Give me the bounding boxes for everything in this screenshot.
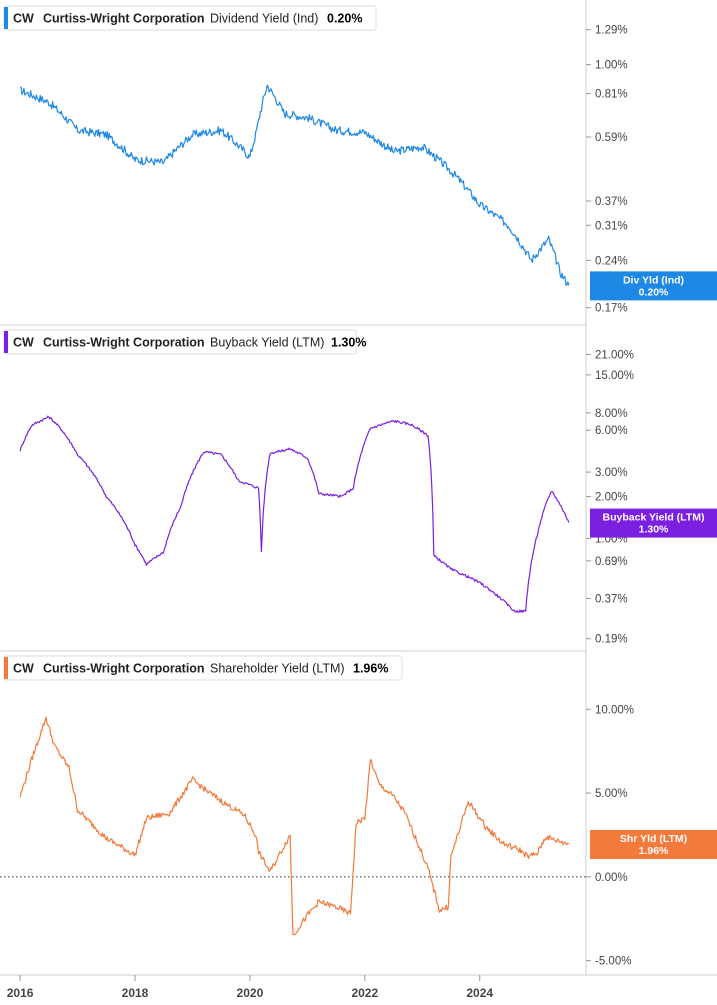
value-tag-value: 1.30% — [639, 524, 669, 536]
value-tag-bg — [590, 271, 717, 301]
y-tick-label: 0.31% — [595, 220, 628, 232]
legend-value: 0.20% — [327, 12, 362, 26]
y-tick-label: 21.00% — [595, 350, 634, 362]
y-tick-label: 8.00% — [595, 408, 628, 420]
legend-value: 1.30% — [331, 336, 366, 350]
legend-company: Curtiss-Wright Corporation — [43, 336, 205, 350]
y-tick-label: 1.29% — [595, 25, 628, 37]
y-tick-label: 0.00% — [595, 872, 628, 884]
y-tick-label: 0.69% — [595, 556, 628, 568]
y-tick-label: 0.37% — [595, 593, 628, 605]
series-line — [19, 84, 570, 286]
legend-metric: Buyback Yield (LTM) — [210, 336, 324, 350]
legend-ticker: CW — [13, 662, 34, 676]
legend-value: 1.96% — [353, 662, 388, 676]
y-tick-label: 0.59% — [595, 132, 628, 144]
value-tag-bg — [590, 508, 717, 538]
y-tick-label: 0.19% — [595, 634, 628, 646]
panel-1: 1.29% 1.00% 0.81% 0.59% 0.37% 0.31% 0.24% 0.17%… — [3, 5, 717, 315]
x-tick-label: 2016 — [7, 986, 34, 1000]
series-line — [19, 716, 570, 936]
legend-metric: Dividend Yield (Ind) — [210, 12, 318, 26]
value-tag: Div Yld (Ind)0.20% — [590, 271, 717, 301]
x-tick-label: 2024 — [466, 986, 493, 1000]
value-tag-label: Shr Yld (LTM) — [620, 833, 687, 845]
legend-ticker: CW — [13, 12, 34, 26]
y-tick-label: 0.24% — [595, 255, 628, 267]
y-tick-label: -5.00% — [595, 956, 631, 968]
y-tick-label: 0.17% — [595, 303, 628, 315]
value-tag: Shr Yld (LTM)1.96% — [590, 829, 717, 859]
legend-box: CW Curtiss-Wright Corporation Buyback Yiel… — [3, 329, 366, 355]
value-tag-value: 0.20% — [639, 286, 669, 298]
value-tag-value: 1.96% — [639, 845, 669, 857]
panel-2: 21.00%15.00%8.00%6.00%3.00%2.00%1.00%0.6… — [0, 324, 717, 646]
value-tag-label: Div Yld (Ind) — [623, 274, 684, 286]
legend-company: Curtiss-Wright Corporation — [43, 12, 205, 26]
y-tick-label: 1.00% — [595, 60, 628, 72]
legend-swatch — [4, 331, 8, 353]
legend-swatch — [4, 657, 8, 679]
y-tick-label: 15.00% — [595, 370, 634, 382]
y-tick-label: 3.00% — [595, 467, 628, 479]
value-tag-label: Buyback Yield (LTM) — [603, 512, 705, 524]
value-tag: Buyback Yield (LTM)1.30% — [590, 508, 717, 538]
y-tick-label: 10.00% — [595, 704, 634, 716]
legend-box: CW Curtiss-Wright Corporation Shareholder … — [3, 655, 403, 681]
legend-company: Curtiss-Wright Corporation — [43, 662, 205, 676]
legend-metric: Shareholder Yield (LTM) — [210, 662, 345, 676]
value-tag-bg — [590, 829, 717, 859]
y-tick-label: 5.00% — [595, 788, 628, 800]
y-tick-label: 0.37% — [595, 196, 628, 208]
y-tick-label: 0.81% — [595, 89, 628, 101]
panel-3: 10.00% 5.00% 0.00% -5.00% CW Curtiss-Wright C… — [0, 650, 717, 968]
y-tick-label: 2.00% — [595, 492, 628, 504]
x-tick-label: 2018 — [122, 986, 149, 1000]
legend-box: CW Curtiss-Wright Corporation Dividend Yie… — [3, 5, 377, 31]
y-tick-label: 6.00% — [595, 425, 628, 437]
series-line — [19, 415, 570, 613]
legend-ticker: CW — [13, 336, 34, 350]
legend-swatch — [4, 7, 8, 29]
x-tick-label: 2020 — [237, 986, 264, 1000]
x-tick-label: 2022 — [351, 986, 378, 1000]
